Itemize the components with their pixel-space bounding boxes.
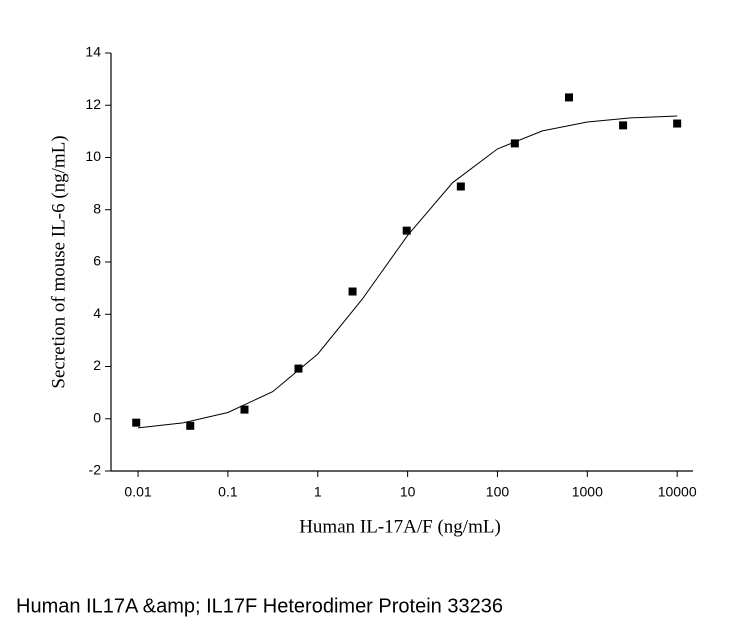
data-point <box>348 287 357 296</box>
data-point <box>673 119 682 128</box>
data-point <box>132 418 141 427</box>
y-tick-label: 8 <box>93 200 101 216</box>
x-tick-label: 1 <box>314 484 322 500</box>
y-tick-label: 6 <box>93 253 101 269</box>
x-tick-label: 1000 <box>572 484 603 500</box>
y-tick-label: 0 <box>93 409 101 425</box>
x-tick-label: 10000 <box>658 484 697 500</box>
data-point <box>186 421 195 430</box>
data-point <box>294 364 303 373</box>
data-point <box>510 139 519 148</box>
fit-curve <box>137 115 678 429</box>
y-tick-label: 12 <box>85 96 101 112</box>
data-point <box>619 121 628 130</box>
y-tick-label: 14 <box>85 44 101 60</box>
x-tick-label: 0.01 <box>124 484 151 500</box>
y-axis-title: Secretion of mouse IL-6 (ng/mL) <box>48 135 69 388</box>
y-tick-label: 10 <box>85 148 101 164</box>
caption: Human IL17A &amp; IL17F Heterodimer Prot… <box>16 595 503 617</box>
data-point <box>402 226 411 235</box>
y-tick-label: 4 <box>93 305 101 321</box>
y-tick-label: -2 <box>89 462 102 478</box>
x-tick-label: 10 <box>400 484 416 500</box>
data-point <box>240 405 249 414</box>
x-axis-title: Human IL-17A/F (ng/mL) <box>299 516 501 537</box>
data-point <box>564 93 573 102</box>
x-tick-label: 100 <box>486 484 510 500</box>
y-tick-label: 2 <box>93 357 101 373</box>
x-tick-label: 0.1 <box>218 484 238 500</box>
data-point <box>456 182 465 191</box>
